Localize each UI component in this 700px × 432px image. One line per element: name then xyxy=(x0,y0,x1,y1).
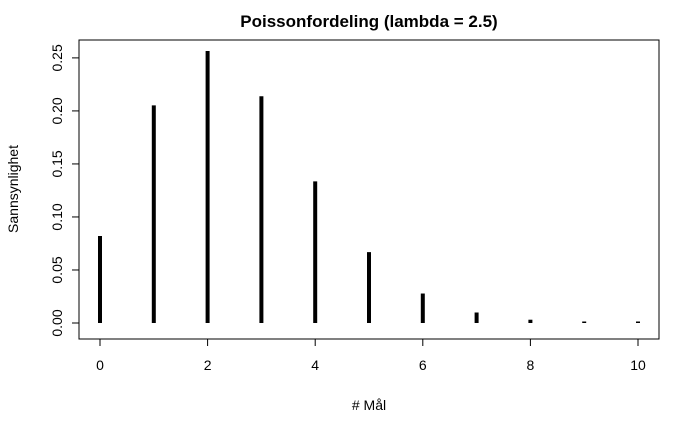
y-tick-label-4: 0.20 xyxy=(49,97,65,124)
y-tick-label-3: 0.15 xyxy=(49,150,65,177)
x-tick-label-0: 0 xyxy=(96,357,104,373)
x-tick-label-2: 2 xyxy=(204,357,212,373)
chart-title: Poissonfordeling (lambda = 2.5) xyxy=(240,12,497,31)
y-axis-label: Sannsynlighet xyxy=(5,145,21,233)
x-tick-label-8: 8 xyxy=(527,357,535,373)
y-tick-label-5: 0.25 xyxy=(49,44,65,71)
bars-group xyxy=(98,51,640,323)
y-tick-label-0: 0.00 xyxy=(49,309,65,336)
y-tick-label-2: 0.10 xyxy=(49,203,65,230)
x-axis: 0 2 4 6 8 10 xyxy=(96,338,646,373)
x-tick-label-4: 4 xyxy=(311,357,319,373)
x-tick-label-10: 10 xyxy=(630,357,646,373)
x-axis-label: # Mål xyxy=(352,397,386,413)
x-tick-label-6: 6 xyxy=(419,357,427,373)
y-tick-label-1: 0.05 xyxy=(49,256,65,283)
y-axis: 0.00 0.05 0.10 0.15 0.20 0.25 xyxy=(49,44,80,337)
